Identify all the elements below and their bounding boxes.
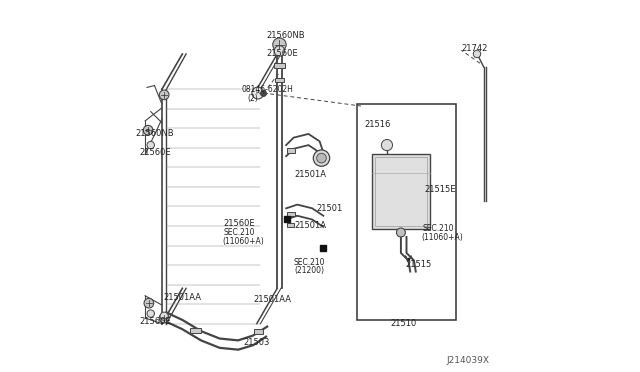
Circle shape [147, 141, 154, 149]
Circle shape [147, 310, 154, 317]
Text: 21501: 21501 [316, 204, 342, 213]
Bar [275, 78, 284, 82]
Text: SEC.210: SEC.210 [422, 224, 454, 233]
Circle shape [275, 46, 285, 56]
Text: (21200): (21200) [294, 266, 324, 275]
Bar [254, 330, 264, 334]
Circle shape [160, 312, 168, 320]
Bar [375, 157, 427, 226]
Text: 21560E: 21560E [140, 148, 172, 157]
Circle shape [317, 153, 326, 163]
Text: (2): (2) [248, 94, 258, 103]
Text: 21560E: 21560E [266, 49, 298, 58]
Text: 21510: 21510 [390, 319, 417, 328]
Bar [287, 212, 294, 216]
Text: 21501A: 21501A [294, 221, 326, 230]
Bar [357, 104, 456, 320]
Bar [287, 223, 294, 227]
Text: 21515E: 21515E [424, 185, 456, 194]
Text: 21560E: 21560E [140, 317, 172, 326]
Text: 21560E: 21560E [223, 219, 255, 228]
Circle shape [396, 228, 405, 237]
Text: J214039X: J214039X [447, 356, 490, 365]
Bar [372, 154, 429, 229]
Circle shape [314, 150, 330, 166]
Text: 21560NB: 21560NB [136, 129, 175, 138]
Text: SEC.210: SEC.210 [223, 228, 255, 237]
Circle shape [159, 90, 169, 100]
Circle shape [159, 313, 169, 323]
Text: 21516: 21516 [364, 120, 390, 129]
Bar [274, 62, 285, 67]
Circle shape [143, 125, 153, 135]
Text: 21560NB: 21560NB [266, 31, 305, 40]
Text: 21742: 21742 [461, 44, 488, 53]
Circle shape [473, 50, 481, 58]
Bar [287, 148, 294, 153]
Text: 21501AA: 21501AA [253, 295, 291, 304]
Text: 21503: 21503 [244, 338, 270, 347]
Text: 21501A: 21501A [294, 170, 326, 179]
Circle shape [144, 298, 154, 308]
Circle shape [381, 140, 392, 151]
Text: SEC.210: SEC.210 [294, 258, 326, 267]
Bar [190, 328, 200, 333]
Text: 08146-6202H: 08146-6202H [242, 85, 294, 94]
Text: (11060+A): (11060+A) [223, 237, 264, 246]
Text: 21515: 21515 [406, 260, 432, 269]
Text: (11060+A): (11060+A) [422, 233, 463, 242]
Circle shape [252, 87, 264, 99]
Text: R: R [255, 90, 259, 96]
Circle shape [273, 38, 286, 51]
Text: 21501AA: 21501AA [164, 293, 202, 302]
